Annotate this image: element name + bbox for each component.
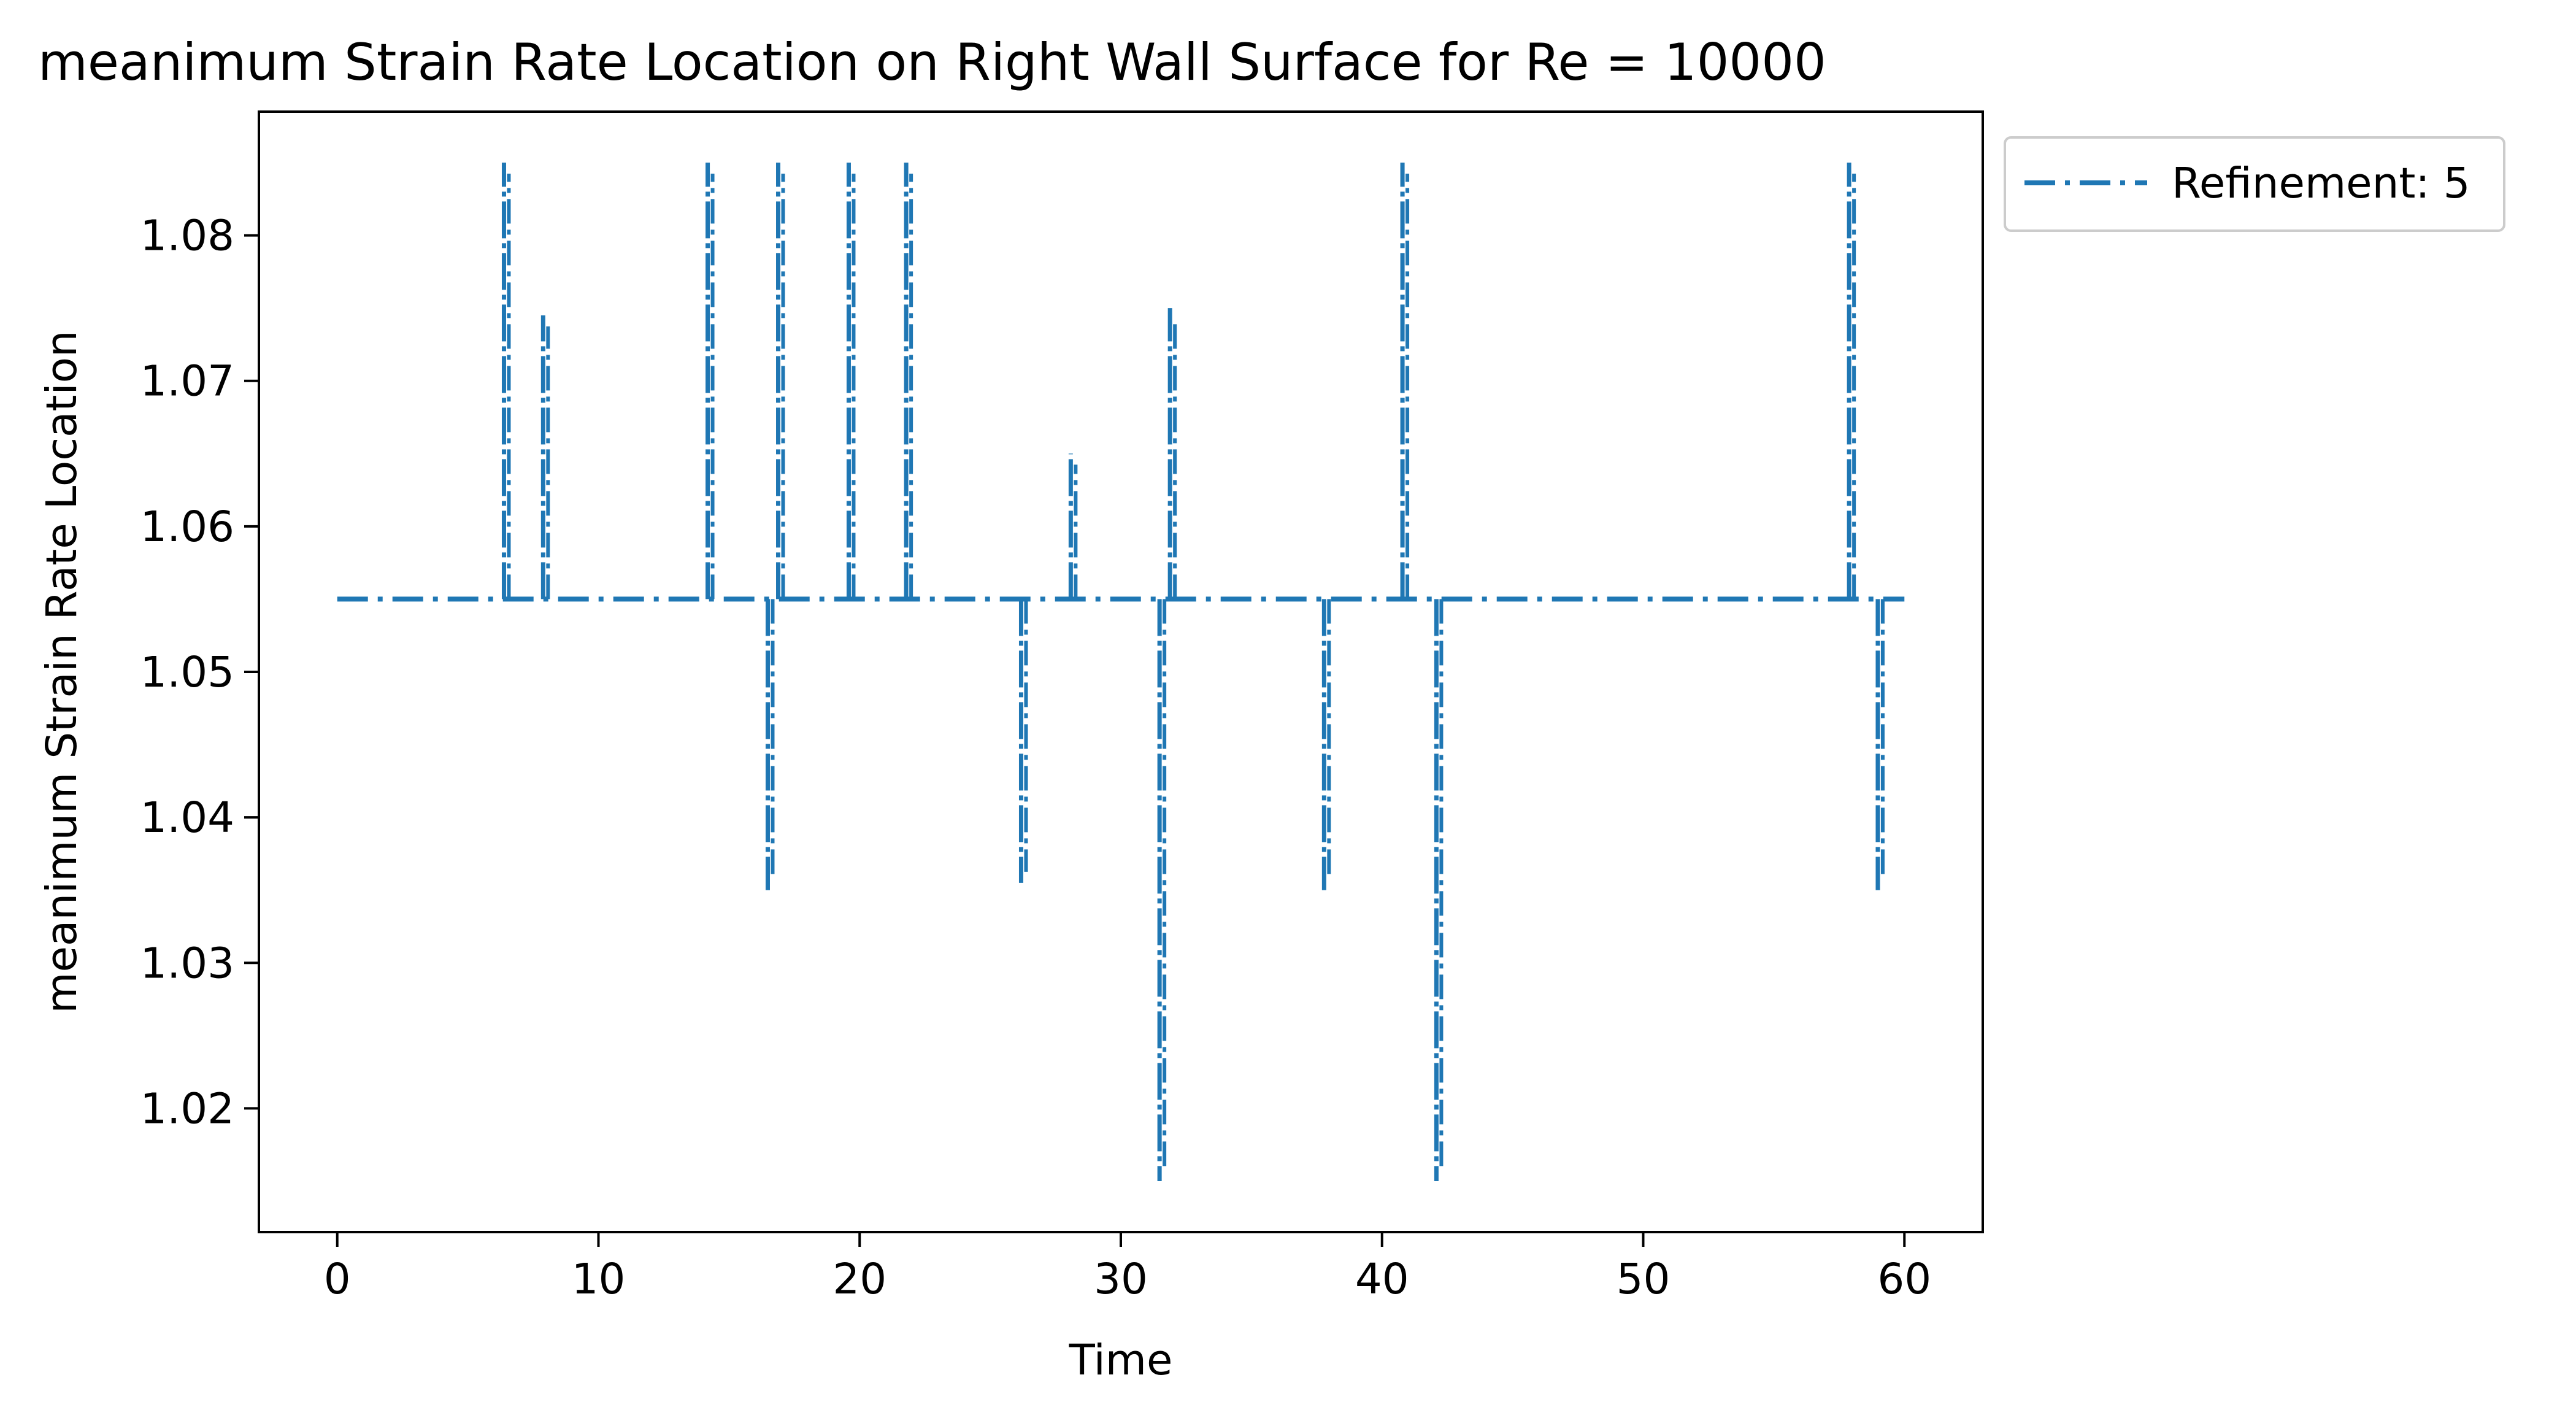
y-tick-label: 1.03 — [140, 939, 234, 988]
x-tick-label: 40 — [1355, 1255, 1409, 1304]
y-axis: 1.02 1.03 1.04 1.05 1.06 1.07 1.08 — [140, 212, 259, 1133]
y-tick-label: 1.07 — [140, 357, 234, 406]
series-line — [337, 163, 1905, 1181]
y-tick-label: 1.08 — [140, 212, 234, 261]
legend-entry-label: Refinement: 5 — [2172, 159, 2470, 208]
x-tick-label: 50 — [1617, 1255, 1671, 1304]
y-tick-label: 1.06 — [140, 503, 234, 552]
x-axis-label: Time — [1069, 1336, 1173, 1385]
x-axis: 0 10 20 30 40 50 60 — [324, 1232, 1931, 1304]
x-tick-label: 0 — [324, 1255, 351, 1304]
legend-box — [2004, 136, 2505, 232]
x-tick-label: 20 — [832, 1255, 886, 1304]
plot-area — [258, 110, 1984, 1233]
legend: Refinement: 5 — [2004, 136, 2505, 232]
x-tick-label: 30 — [1094, 1255, 1148, 1304]
y-tick-label: 1.04 — [140, 793, 234, 842]
x-tick-label: 60 — [1877, 1255, 1931, 1304]
plot-frame — [258, 110, 1984, 1233]
y-tick-label: 1.02 — [140, 1084, 234, 1133]
x-tick-label: 10 — [572, 1255, 626, 1304]
series-layer — [337, 163, 1905, 1181]
y-axis-label: meanimum Strain Rate Location — [37, 330, 87, 1013]
y-tick-label: 1.05 — [140, 648, 234, 697]
chart-title: meanimum Strain Rate Location on Right W… — [38, 33, 1826, 92]
